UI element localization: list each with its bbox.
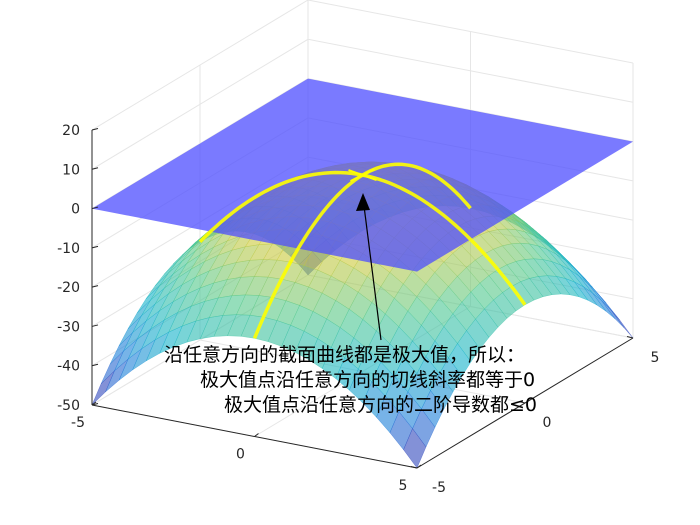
z-tick-label: -30: [57, 319, 80, 335]
y-tick-label: 5: [651, 350, 660, 366]
y-tick-label: 0: [543, 415, 552, 431]
z-tick-label: 0: [71, 202, 80, 218]
annotation-line-2: 极大值点沿任意方向的切线斜率都等于0: [200, 369, 535, 391]
annotation-arrowhead: [356, 193, 370, 211]
annotation-layer: 沿任意方向的截面曲线都是极大值，所以： 极大值点沿任意方向的切线斜率都等于0 极…: [164, 193, 537, 416]
y-tick: [626, 336, 634, 339]
y-tick: [518, 401, 526, 404]
x-tick: [416, 464, 422, 469]
z-tick-label: 10: [62, 162, 80, 178]
z-tick: [91, 206, 99, 210]
z-tick: [91, 363, 99, 367]
peak-marker-b: [350, 168, 375, 182]
z-tick: [91, 285, 99, 288]
y-tick: [410, 466, 418, 469]
x-tick-label: 0: [236, 447, 245, 463]
annotation-arrow: [362, 197, 382, 341]
z-tick: [91, 128, 99, 131]
annotation-line-3: 极大值点沿任意方向的二阶导数都≤0: [224, 394, 537, 416]
surface-patch: [91, 370, 115, 406]
surface-patch: [592, 292, 616, 319]
y-tick-label: -5: [432, 480, 446, 496]
x-tick: [91, 401, 97, 406]
z-tick-label: 20: [62, 123, 80, 139]
z-tick-label: -40: [57, 359, 80, 375]
z-tick: [91, 167, 99, 170]
z-tick: [91, 245, 99, 249]
z-tick-label: -50: [57, 398, 80, 414]
x-tick-label: 5: [399, 478, 408, 494]
x-tick-label: -5: [71, 415, 85, 431]
surface-patch: [403, 428, 427, 469]
z-tick: [91, 324, 99, 327]
grid-line-z: [91, 0, 634, 131]
x-tick: [254, 433, 259, 437]
surface-patch: [601, 300, 625, 328]
z-tick-label: -20: [57, 280, 80, 296]
z-tick-label: -10: [57, 241, 80, 257]
cross-section-layer: [198, 162, 527, 339]
annotation-line-1: 沿任意方向的截面曲线都是极大值，所以：: [164, 344, 525, 366]
